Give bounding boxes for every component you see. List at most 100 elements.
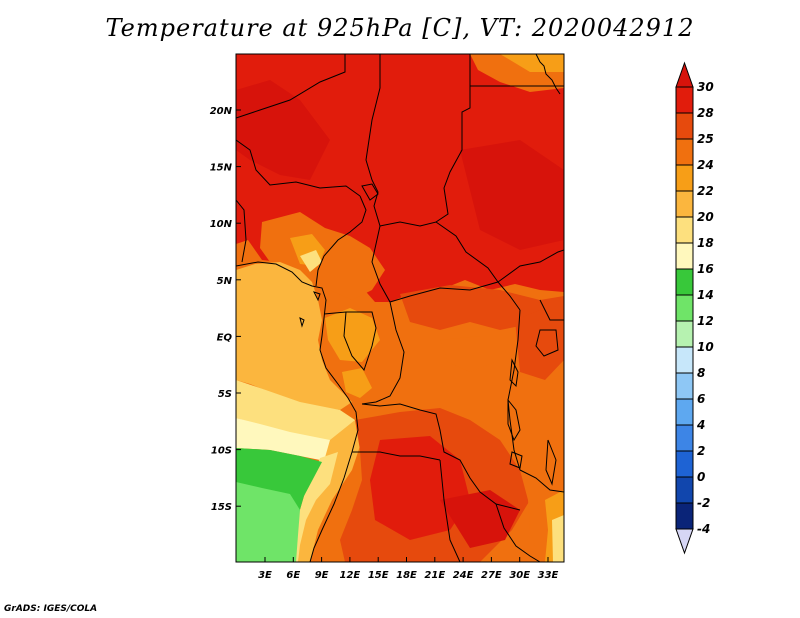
colorbar-swatch: [675, 450, 694, 478]
boundary-lines: [236, 54, 564, 562]
border-zambia-tanzania: [519, 469, 564, 493]
lon-tick-label: 18E: [396, 570, 417, 581]
border-chad-sudan: [435, 54, 471, 223]
field-ocean-20-22: [236, 380, 355, 440]
colorbar-label: 30: [697, 80, 714, 94]
field-congo-gold: [342, 368, 372, 398]
red-sea-coast: [535, 54, 561, 95]
lake-tanganyika: [507, 398, 521, 442]
colorbar-label: 6: [697, 392, 705, 406]
border-angola-zambia: [439, 459, 461, 562]
field-angola-coast-gold: [298, 420, 362, 562]
field-southeast-pale: [552, 515, 564, 562]
colorbar-label: 16: [697, 262, 714, 276]
border-niger-algeria: [236, 54, 346, 119]
lat-tick-label: 20N: [210, 106, 233, 117]
colorbar-label: 22: [697, 184, 714, 198]
lat-tick-label: 5S: [218, 389, 232, 400]
lake-victoria: [535, 329, 559, 357]
colorbar-swatch: [675, 372, 694, 400]
lat-tick-label: 15S: [211, 502, 232, 513]
border-zambia-south: [495, 503, 541, 562]
bioko-island: [313, 291, 321, 302]
field-east-lakes-red: [515, 310, 564, 380]
colorbar-swatch: [675, 398, 694, 426]
colorbar-label: 14: [697, 288, 714, 302]
colorbar-bottom-cap: [675, 528, 694, 555]
field-ocean-18-20: [236, 418, 352, 462]
map-frame: [235, 53, 565, 563]
colorbar-swatch: [675, 138, 694, 166]
colorbar-swatch: [675, 294, 694, 322]
border-benin: [236, 199, 247, 263]
longitude-axis: 3E 6E 9E 12E 15E 18E 21E 24E 27E 30E 33E: [258, 557, 559, 581]
border-chad-niger: [365, 54, 381, 227]
field-angola-coast-pale: [292, 452, 338, 562]
lake-chad: [361, 183, 379, 201]
colorbar-label: 24: [697, 158, 714, 172]
map-title: Temperature at 925hPa [C], VT: 202004291…: [105, 14, 695, 42]
border-car-drc: [389, 281, 521, 311]
colorbar-swatch: [675, 164, 694, 192]
field-central-orange: [440, 336, 500, 372]
field-north-dark-2: [460, 140, 564, 250]
colorbar-label: 18: [697, 236, 714, 250]
lon-tick-label: 3E: [258, 570, 272, 581]
colorbar-swatch: [675, 190, 694, 218]
colorbar-label: 12: [697, 314, 714, 328]
border-angola-north: [352, 451, 441, 461]
lon-tick-label: 33E: [538, 570, 559, 581]
colorbar-swatch: [675, 476, 694, 504]
colorbar-swatch: [675, 424, 694, 452]
lat-tick-label: 15N: [210, 163, 233, 174]
lat-tick-label: 5N: [217, 276, 233, 287]
field-northeast-gold: [500, 54, 564, 72]
colorbar-label: 25: [697, 132, 714, 146]
lat-tick-label: 10N: [210, 219, 233, 230]
atlantic-coastline: [236, 261, 359, 562]
colorbar-label: 20: [697, 210, 714, 224]
lon-tick-label: 27E: [481, 570, 502, 581]
colorbar-swatch: [675, 320, 694, 348]
sao-tome-island: [299, 317, 305, 328]
colorbar-label: 2: [697, 444, 705, 458]
lat-tick-label: 10S: [211, 446, 232, 457]
field-north-dark-1: [236, 80, 330, 180]
colorbar-label: 10: [697, 340, 714, 354]
colorbar-swatch: [675, 86, 694, 114]
field-south-dark-red: [370, 436, 470, 540]
lon-tick-label: 12E: [340, 570, 361, 581]
lon-tick-label: 9E: [315, 570, 329, 581]
lat-tick-label: EQ: [217, 332, 233, 343]
field-gabon-gold: [325, 308, 380, 362]
lake-mweru: [509, 451, 523, 469]
lon-tick-label: 6E: [286, 570, 300, 581]
latitude-axis: 20N 15N 10N 5N EQ 5S 10S 15S: [210, 106, 241, 513]
colorbar-label: 0: [697, 470, 705, 484]
field-ocean-14-16: [236, 482, 300, 562]
colorbar-swatch: [675, 242, 694, 270]
credit-label: GrADS: IGES/COLA: [4, 604, 98, 614]
lake-malawi: [545, 439, 557, 486]
field-ocean-22-24: [236, 262, 352, 410]
border-sudan-southsudan: [497, 249, 564, 283]
lon-tick-label: 30E: [509, 570, 530, 581]
colorbar-swatch: [675, 502, 694, 530]
lon-tick-label: 24E: [453, 570, 474, 581]
border-gabon-congo: [343, 311, 373, 371]
lon-tick-label: 15E: [368, 570, 389, 581]
field-west-orange-belt: [260, 212, 385, 300]
colorbar-label: 4: [696, 418, 705, 432]
border-cameroon-chad: [371, 225, 391, 303]
colorbar-swatch: [675, 216, 694, 244]
border-congo-drc: [361, 301, 405, 405]
colorbar-label: 8: [697, 366, 705, 380]
colorbar-top-cap: [675, 61, 694, 88]
field-coast-pale: [300, 250, 322, 272]
colorbar-swatch: [675, 268, 694, 296]
border-uganda: [539, 299, 564, 321]
colorbar-label: 28: [697, 106, 714, 120]
border-cameroon-gabon: [323, 311, 377, 347]
